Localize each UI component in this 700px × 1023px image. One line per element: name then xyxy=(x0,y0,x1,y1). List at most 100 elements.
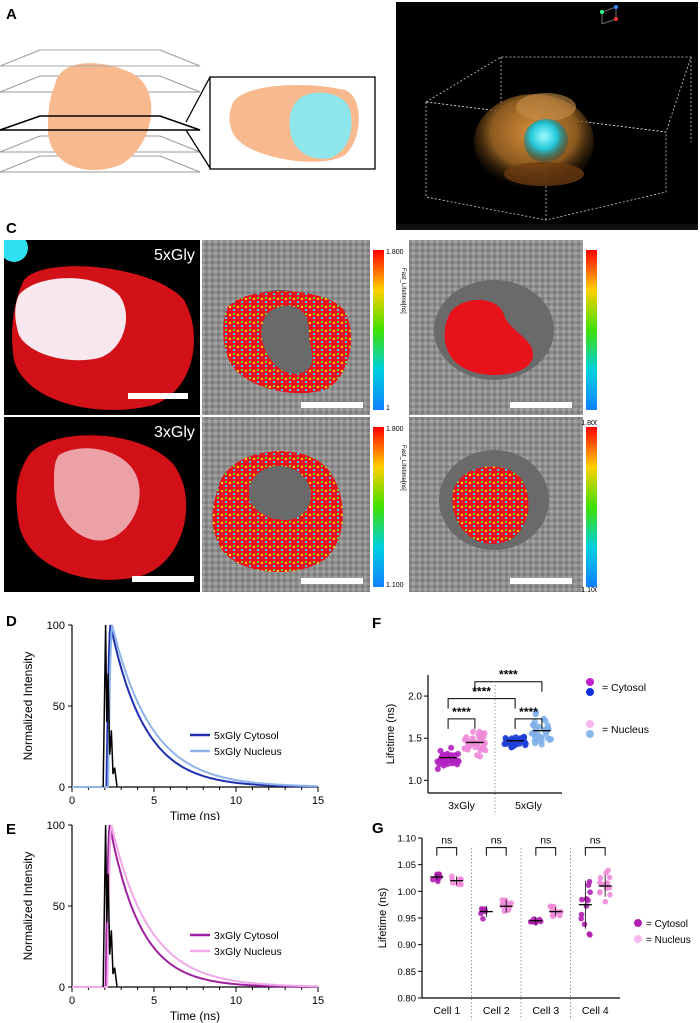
colorbar-title: Fast_Lifetime[ns] xyxy=(400,268,406,314)
significance-label: **** xyxy=(452,705,471,719)
x-tick-label: 10 xyxy=(230,995,242,1007)
significance-label: ns xyxy=(441,835,452,847)
colorbar-min-label-3: 1.100 xyxy=(581,587,597,592)
data-point xyxy=(578,911,585,918)
category-label: 3xGly xyxy=(448,800,476,812)
data-point xyxy=(458,881,464,888)
significance-label: ns xyxy=(491,835,502,847)
imaged-plane xyxy=(0,115,201,131)
legend-dot xyxy=(586,688,594,696)
x-tick-label: 0 xyxy=(69,795,75,807)
decay-line-cytosol xyxy=(72,624,318,788)
colorbar-bottom-right xyxy=(586,427,597,587)
y-tick-label: 1.10 xyxy=(398,834,417,845)
legend-label: 5xGly Nucleus xyxy=(214,746,282,758)
label-5xgly: 5xGly xyxy=(154,247,195,264)
decay-chart-3xgly: 0 50 100 0 5 10 15 Time (ns) Normalized Intensit… xyxy=(21,820,324,1023)
data-point xyxy=(538,741,545,748)
category-label: Cell 2 xyxy=(483,1005,510,1017)
y-axis-label: Normalized Intensity xyxy=(21,852,35,961)
significance-label: **** xyxy=(472,685,491,699)
data-point xyxy=(517,736,523,743)
legend-label: = Nucleus xyxy=(602,724,649,736)
significance-bracket xyxy=(485,847,507,856)
3d-render-image xyxy=(396,2,698,230)
data-point xyxy=(540,715,547,722)
data-point xyxy=(532,733,538,740)
significance-bracket xyxy=(474,681,543,692)
significance-label: **** xyxy=(519,705,538,719)
legend-dot xyxy=(586,720,594,728)
panel-label-g: G xyxy=(372,820,384,837)
nucleus-render xyxy=(524,118,568,163)
legend-label: = Cytosol xyxy=(646,919,688,930)
legend-dot xyxy=(634,935,642,943)
data-point xyxy=(502,738,509,745)
panel-label-d: D xyxy=(6,613,17,630)
x-tick-label: 15 xyxy=(312,795,324,807)
y-tick-label: 1.0 xyxy=(408,776,422,787)
data-point xyxy=(470,728,477,735)
significance-bracket xyxy=(584,847,606,856)
data-point xyxy=(434,766,441,772)
significance-label: **** xyxy=(499,668,518,682)
legend-label: = Cytosol xyxy=(602,682,646,694)
data-point xyxy=(581,921,588,928)
data-point xyxy=(440,762,447,769)
data-point xyxy=(477,745,483,751)
x-tick-label: 0 xyxy=(69,995,75,1007)
data-point xyxy=(597,875,604,881)
data-point xyxy=(482,747,489,754)
y-tick-label: 2.0 xyxy=(408,692,422,703)
legend-label: 5xGly Cytosol xyxy=(214,730,279,742)
data-point xyxy=(543,730,549,737)
x-tick-label: 5 xyxy=(151,795,157,807)
data-point xyxy=(476,728,483,735)
label-3xgly: 3xGly xyxy=(154,424,195,441)
irf-line xyxy=(102,824,118,988)
y-tick-label: 0.90 xyxy=(398,940,417,951)
data-point xyxy=(449,760,456,767)
data-point xyxy=(481,730,488,737)
decay-chart-5xgly: 0 50 100 0 5 10 15 Time (ns) Normalized Intensit… xyxy=(21,620,324,820)
cross-section-nucleus xyxy=(289,92,352,159)
colorbar-min-label-2: 1.100 xyxy=(386,582,404,589)
data-point xyxy=(604,880,611,886)
data-point xyxy=(578,915,584,922)
significance-label: ns xyxy=(540,835,551,847)
panel-label-e: E xyxy=(6,821,17,838)
data-point xyxy=(452,752,459,759)
legend-label: 3xGly Cytosol xyxy=(214,930,279,942)
data-point xyxy=(544,725,551,732)
data-point xyxy=(448,744,455,751)
y-axis-label: Normalized Intensity xyxy=(21,652,35,761)
data-point xyxy=(478,906,485,912)
data-point xyxy=(606,874,613,881)
data-point xyxy=(532,711,539,718)
x-tick-label: 15 xyxy=(312,995,324,1007)
colorbar-bottom-left xyxy=(373,427,384,587)
significance-bracket xyxy=(514,718,543,729)
significance-bracket xyxy=(447,698,516,709)
data-point xyxy=(556,912,563,919)
z-stack-schematic xyxy=(0,49,376,173)
data-point xyxy=(535,723,542,730)
colorbar-top-left xyxy=(373,250,384,410)
y-tick-label: 50 xyxy=(53,901,65,913)
panel-label-f: F xyxy=(372,615,382,632)
data-point xyxy=(530,722,537,729)
y-tick-label: 1.5 xyxy=(408,734,422,745)
data-point xyxy=(586,931,593,937)
data-point xyxy=(477,753,484,760)
data-point xyxy=(548,736,554,743)
data-point xyxy=(449,876,455,883)
y-tick-label: 0.80 xyxy=(398,994,417,1005)
data-point xyxy=(465,742,472,748)
x-tick-label: 5 xyxy=(151,995,157,1007)
significance-bracket xyxy=(535,847,557,856)
data-point xyxy=(461,736,468,743)
data-point xyxy=(551,913,557,919)
panel-label-a: A xyxy=(6,6,17,23)
y-tick-label: 0 xyxy=(59,982,65,994)
legend-label: = Nucleus xyxy=(646,935,691,946)
